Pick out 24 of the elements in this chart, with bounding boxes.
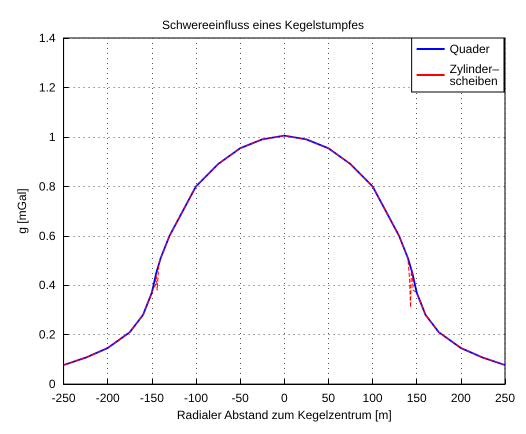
x-tick-label: -250 (52, 391, 76, 406)
y-tick-label: 1 (48, 130, 56, 144)
y-tick-label: 0.4 (38, 278, 56, 292)
y-tick-label: 1.2 (38, 80, 56, 94)
x-tick-label: 0 (280, 391, 288, 406)
x-tick-label: -200 (96, 391, 120, 406)
x-axis-title: Radialer Abstand zum Kegelzentrum [m] (176, 408, 392, 422)
y-tick-label: 0.8 (38, 179, 56, 194)
x-tick-label: 250 (494, 391, 516, 406)
x-tick-label: 100 (362, 391, 383, 406)
legend-label: Quader (450, 42, 490, 56)
y-axis-title: g [mGal] (15, 188, 29, 234)
y-tick-label: 0 (48, 377, 56, 392)
y-tick-label: 1.4 (38, 31, 56, 45)
x-tick-label: -100 (184, 391, 208, 406)
x-tick-label: 50 (322, 391, 336, 406)
legend-label: Zylinder– scheiben (450, 62, 500, 88)
x-tick-label: 150 (406, 391, 428, 406)
x-tick-label: 200 (450, 391, 472, 406)
x-tick-label: -50 (231, 391, 250, 406)
y-tick-label: 0.6 (38, 228, 56, 243)
chart-title: Schwereeinfluss eines Kegelstumpfes (162, 18, 364, 32)
x-tick-label: -150 (140, 391, 164, 406)
y-tick-label: 0.2 (38, 328, 56, 342)
